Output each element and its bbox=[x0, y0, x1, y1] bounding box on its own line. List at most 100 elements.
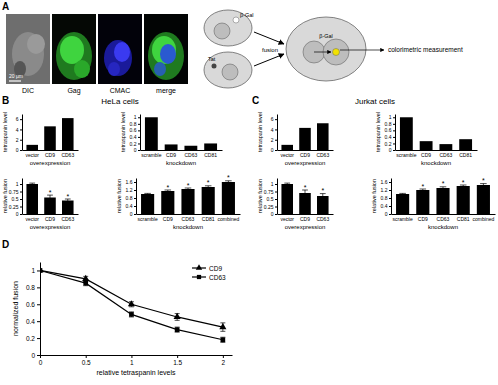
y-tick: 0.8 bbox=[26, 284, 40, 291]
y-tick-mark bbox=[134, 198, 136, 199]
x-axis-title: overexpression bbox=[30, 224, 71, 230]
error-bar bbox=[302, 190, 308, 196]
y-tick-mark bbox=[37, 304, 40, 305]
legend-marker bbox=[196, 264, 202, 270]
x-axis-title: knockdown bbox=[173, 224, 203, 230]
image-background bbox=[6, 14, 50, 84]
y-tick-label: 0.25 bbox=[264, 204, 274, 210]
x-tick-label: CD9 bbox=[45, 216, 55, 222]
y-tick-label: 0 bbox=[271, 147, 274, 153]
y-axis: 0246 bbox=[271, 115, 278, 154]
x-tick: CD63 bbox=[61, 150, 74, 158]
bar bbox=[457, 186, 470, 214]
y-tick-mark bbox=[138, 150, 140, 151]
y-tick-mark bbox=[37, 270, 40, 271]
error-bar bbox=[83, 281, 88, 286]
x-tick: vector bbox=[280, 214, 294, 222]
y-tick-mark bbox=[393, 124, 395, 125]
y-axis-line bbox=[136, 179, 137, 215]
y-tick: 1 bbox=[31, 267, 40, 274]
x-tick: vector bbox=[25, 150, 39, 158]
y-tick-label: 0 bbox=[389, 147, 392, 153]
y-axis-title: tetraspanin level bbox=[120, 112, 126, 152]
y-tick: 0.4 bbox=[381, 203, 391, 209]
y-tick-mark bbox=[275, 150, 277, 151]
error-bar bbox=[47, 195, 53, 200]
marker bbox=[219, 323, 226, 329]
x-tick: CD9 bbox=[166, 150, 176, 158]
image-tile: merge bbox=[144, 14, 188, 95]
bar bbox=[181, 189, 194, 214]
x-tick-label: scramble bbox=[141, 152, 162, 158]
x-axis-title: knockdown bbox=[166, 160, 196, 166]
bar bbox=[26, 184, 38, 214]
arrow bbox=[340, 50, 384, 51]
y-tick-mark bbox=[393, 117, 395, 118]
x-tick-mark bbox=[223, 355, 224, 358]
x-tick-label: scramble bbox=[137, 216, 158, 222]
y-tick-label: 1 bbox=[389, 114, 392, 120]
y-tick-mark bbox=[275, 192, 277, 193]
y-tick: 4 bbox=[271, 127, 277, 133]
panel-label: B bbox=[2, 95, 9, 106]
y-axis-line bbox=[22, 179, 23, 215]
x-tick-label: 1.5 bbox=[173, 359, 182, 366]
plot-area bbox=[145, 117, 217, 150]
x-tick-label: CD63 bbox=[439, 152, 452, 158]
y-tick-label: 0.75 bbox=[9, 189, 19, 195]
y-tick-label: 0.6 bbox=[26, 301, 35, 308]
bar bbox=[165, 144, 178, 150]
image-tile: CMAC bbox=[98, 14, 142, 94]
x-tick-label: CD63 bbox=[61, 152, 74, 158]
significance-mark: * bbox=[421, 183, 424, 190]
y-tick-mark bbox=[275, 207, 277, 208]
y-tick-mark bbox=[134, 214, 136, 215]
diagram-label: β-Gal bbox=[240, 12, 254, 18]
significance-mark: * bbox=[66, 193, 69, 200]
y-tick: 0.6 bbox=[130, 127, 140, 133]
plot-area bbox=[400, 117, 472, 150]
x-tick: scramble bbox=[396, 150, 417, 158]
y-tick: 1 bbox=[389, 114, 395, 120]
y-tick: 0.25 bbox=[9, 204, 22, 210]
y-tick-mark bbox=[275, 199, 277, 200]
image-feature bbox=[27, 34, 45, 54]
enzyme bbox=[333, 49, 340, 56]
x-tick-label: CD81 bbox=[459, 152, 472, 158]
x-axis-line bbox=[41, 355, 233, 356]
y-tick: 0.25 bbox=[264, 204, 277, 210]
y-axis-line bbox=[395, 115, 396, 151]
y-tick-mark bbox=[389, 198, 391, 199]
y-tick: 1 bbox=[134, 114, 140, 120]
y-tick-label: 0.2 bbox=[26, 335, 35, 342]
error-whisker bbox=[322, 194, 323, 199]
y-tick-mark bbox=[275, 140, 277, 141]
image-feature bbox=[148, 32, 184, 80]
significance-mark: * bbox=[462, 179, 465, 186]
x-tick-label: CD9 bbox=[300, 152, 310, 158]
y-tick: 0 bbox=[130, 211, 136, 217]
cell bbox=[286, 17, 366, 81]
y-axis-title: relative fusion bbox=[371, 179, 377, 213]
x-tick-label: CD9 bbox=[45, 152, 55, 158]
y-tick-mark bbox=[393, 137, 395, 138]
error-whisker bbox=[305, 190, 306, 196]
y-axis-line bbox=[140, 115, 141, 151]
bar bbox=[299, 193, 311, 214]
marker bbox=[82, 275, 89, 281]
x-tick: 0.5 bbox=[82, 355, 91, 366]
x-axis: vector CD9 CD63 bbox=[23, 150, 79, 158]
y-tick: 0 bbox=[16, 147, 22, 153]
bar bbox=[299, 128, 311, 150]
y-axis-title: relative fusion bbox=[2, 179, 8, 213]
image-feature bbox=[114, 42, 130, 62]
x-tick: CD81 bbox=[457, 214, 470, 222]
x-tick-label: CD9 bbox=[166, 152, 176, 158]
bar bbox=[44, 126, 56, 150]
error-bar bbox=[284, 183, 290, 185]
bar bbox=[281, 184, 293, 214]
x-axis: vectorCD9CD63 bbox=[278, 150, 334, 158]
y-tick: 0.4 bbox=[385, 134, 395, 140]
error-cap bbox=[220, 331, 225, 332]
y-tick-mark bbox=[20, 192, 22, 193]
